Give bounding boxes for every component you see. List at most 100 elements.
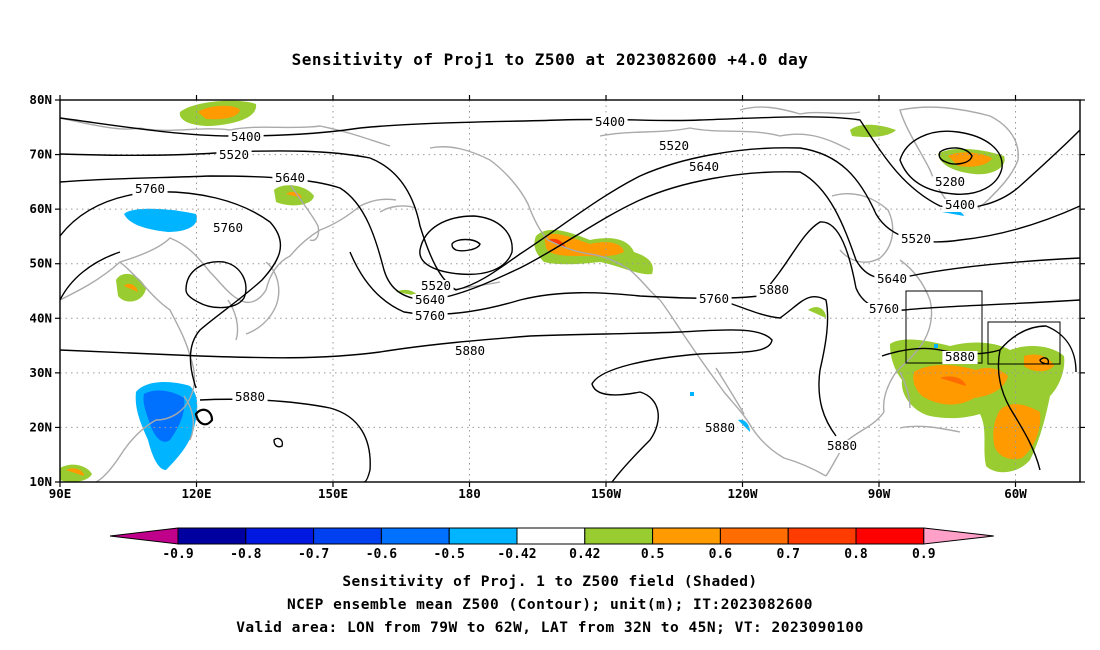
coast-philippines (183, 395, 195, 441)
lat-label: 40N (29, 310, 52, 325)
sensitivity-shading (60, 100, 1065, 482)
colorbar: -0.9 -0.8 -0.7 -0.6 -0.5 -0.42 0.42 0.5 0.6 0.7 0.… (109, 527, 994, 562)
coastlines (60, 106, 1019, 482)
contour-label: 5880 (705, 420, 735, 435)
lon-label: 150W (591, 486, 622, 501)
contour-label: 5760 (699, 291, 729, 306)
lat-label: 80N (29, 92, 52, 107)
contour-label: 5520 (219, 147, 249, 162)
colorbar-swatch (787, 527, 857, 545)
contour-label: 5400 (945, 197, 975, 212)
contour-label: 5640 (689, 159, 719, 174)
contour-label: 5640 (877, 271, 907, 286)
contour-label: 5760 (415, 308, 445, 323)
contour-label: 5760 (869, 301, 899, 316)
shade-negative-siberia (124, 208, 197, 232)
colorbar-min-arrow (109, 527, 179, 545)
coast-canada-arctic (599, 127, 851, 151)
colorbar-swatch (313, 527, 382, 545)
contour-label: 5760 (135, 181, 165, 196)
coast-caribbean (899, 425, 961, 433)
coast-na-west (659, 299, 827, 477)
colorbar-swatch (516, 527, 586, 545)
lon-label: 150E (318, 486, 348, 501)
contour-label: 5400 (595, 114, 625, 129)
contour-label: 5760 (213, 220, 243, 235)
contour-5520 (60, 147, 1080, 291)
colorbar-label: 0.7 (776, 547, 799, 562)
contour-label: 5280 (935, 174, 965, 189)
contour-label: 5880 (759, 282, 789, 297)
colorbar-label: 0.8 (844, 547, 868, 562)
coast-na-east (882, 259, 933, 413)
plot-frame (59, 99, 1081, 483)
lon-label: 90E (49, 486, 72, 501)
caption-shading: Sensitivity of Proj. 1 to Z500 field (Sh… (342, 574, 758, 590)
colorbar-label: 0.5 (641, 547, 664, 562)
colorbar-label: -0.7 (298, 547, 329, 562)
colorbar-label: -0.42 (497, 547, 536, 562)
lon-label: 120W (727, 486, 758, 501)
lat-label: 50N (29, 256, 52, 271)
colorbar-swatch (584, 527, 654, 545)
lat-label: 10N (29, 474, 52, 489)
colorbar-max-arrow (923, 527, 994, 545)
contour-low-pacific (419, 215, 513, 276)
verification-area-box (987, 321, 1061, 365)
coast-arctic-islands (739, 106, 861, 115)
contour-5280 (899, 130, 1003, 195)
contour-label: 5880 (945, 349, 975, 364)
contour-label: 5880 (455, 343, 485, 358)
coast-alaska (429, 146, 661, 301)
colorbar-label: 0.6 (709, 547, 733, 562)
contour-label: 5880 (235, 389, 265, 404)
coast-korea (227, 299, 239, 341)
contour-low-asia (185, 261, 247, 309)
colorbar-swatch (719, 527, 789, 545)
coast-florida (899, 371, 911, 409)
colorbar-label: -0.6 (366, 547, 397, 562)
shade-positive-labrador (850, 124, 896, 138)
contour-label: 5640 (275, 170, 305, 185)
colorbar-swatch (448, 527, 518, 545)
colorbar-swatch (380, 527, 450, 545)
lon-label: 120E (181, 486, 211, 501)
shade-positive-great-lakes (808, 307, 826, 318)
coast-japan (245, 261, 280, 335)
contour-labels: 5400552057605640576055205640576058805880… (132, 114, 978, 453)
coast-hudson (831, 192, 894, 263)
coast-east-asia (60, 198, 397, 304)
coast-bering (379, 205, 417, 213)
contour-5760-sw (60, 251, 121, 301)
colorbar-swatch (245, 527, 315, 545)
contour-label: 5640 (415, 292, 445, 307)
colorbar-swatch (652, 527, 721, 545)
lat-label: 30N (29, 365, 52, 380)
lon-label: 60W (1004, 486, 1027, 501)
shade-negative-mexico (738, 419, 750, 432)
coast-baja (715, 367, 745, 415)
colorbar-label: -0.9 (162, 547, 193, 562)
caption-contour: NCEP ensemble mean Z500 (Contour); unit(… (286, 597, 814, 613)
contour-label: 5520 (901, 231, 931, 246)
caption-valid-area: Valid area: LON from 79W to 62W, LAT fro… (236, 620, 864, 636)
contour-label: 5400 (231, 129, 261, 144)
coast-kamchatka (289, 183, 320, 242)
colorbar-swatch (177, 527, 247, 545)
shade-positive-arctic-core (198, 105, 240, 120)
contour-label: 5520 (659, 138, 689, 153)
colorbar-label: 0.9 (912, 547, 935, 562)
contour-5760-west (60, 191, 282, 389)
colorbar-label: -0.5 (434, 547, 465, 562)
contour-5880 (199, 398, 371, 482)
contour-5400 (60, 116, 1080, 209)
lat-label: 70N (29, 147, 52, 162)
colorbar-label: 0.42 (569, 547, 600, 562)
contour-label: 5880 (827, 438, 857, 453)
lat-label: 20N (29, 419, 52, 434)
contour-label: 5520 (421, 278, 451, 293)
map-title: Sensitivity of Proj1 to Z500 at 20230826… (291, 50, 809, 69)
colorbar-label: -0.8 (230, 547, 261, 562)
